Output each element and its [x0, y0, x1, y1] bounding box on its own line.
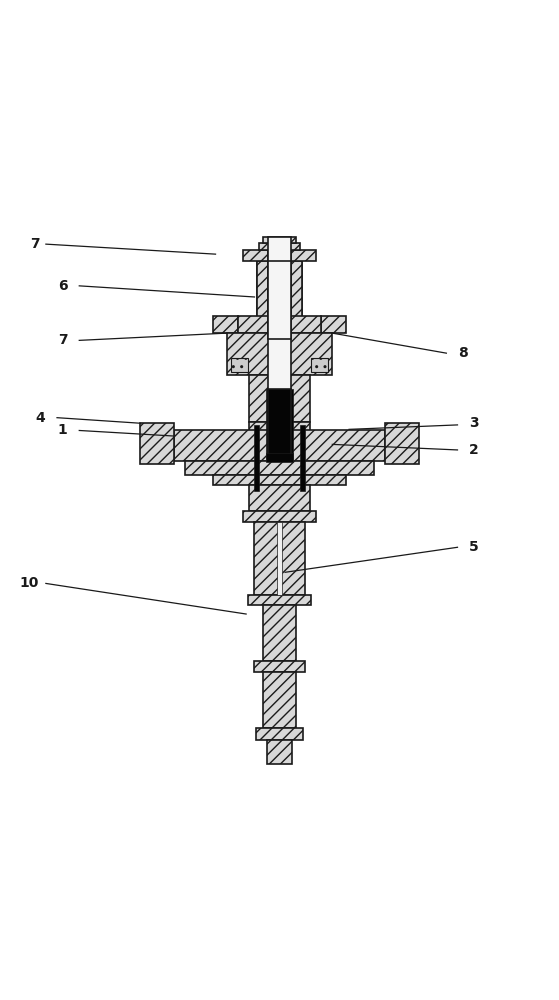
Bar: [140, 423, 174, 464]
Text: 4: 4: [35, 411, 45, 425]
Bar: [385, 423, 419, 464]
Bar: [249, 485, 310, 511]
Bar: [268, 261, 291, 339]
Bar: [249, 422, 310, 439]
Bar: [257, 261, 268, 339]
Bar: [185, 461, 374, 475]
Bar: [213, 316, 238, 333]
Bar: [277, 522, 282, 595]
Bar: [254, 425, 259, 491]
Bar: [263, 605, 296, 661]
Bar: [266, 389, 293, 459]
Bar: [300, 425, 305, 491]
Bar: [174, 430, 385, 461]
Bar: [226, 333, 333, 375]
Text: 6: 6: [58, 279, 68, 293]
Bar: [263, 672, 296, 728]
Text: 8: 8: [458, 346, 468, 360]
Bar: [256, 728, 303, 740]
Bar: [238, 316, 321, 333]
Bar: [291, 250, 316, 261]
Text: 1: 1: [58, 423, 68, 437]
Bar: [248, 595, 311, 605]
Bar: [321, 316, 346, 333]
Text: 3: 3: [470, 416, 479, 430]
Text: 7: 7: [30, 237, 40, 251]
Bar: [268, 237, 291, 458]
Bar: [263, 237, 296, 243]
Bar: [213, 475, 346, 485]
Bar: [268, 389, 291, 459]
Text: 7: 7: [58, 333, 68, 347]
Bar: [291, 261, 302, 339]
Text: 2: 2: [470, 443, 479, 457]
Bar: [254, 661, 305, 672]
Bar: [243, 511, 316, 522]
Text: 5: 5: [470, 540, 479, 554]
Bar: [243, 250, 268, 261]
Bar: [311, 358, 328, 372]
Bar: [259, 243, 300, 250]
Bar: [267, 740, 292, 764]
Bar: [266, 453, 293, 462]
Bar: [254, 522, 305, 595]
Text: 10: 10: [20, 576, 39, 590]
Bar: [257, 261, 302, 339]
Bar: [231, 358, 248, 372]
Bar: [249, 375, 310, 422]
